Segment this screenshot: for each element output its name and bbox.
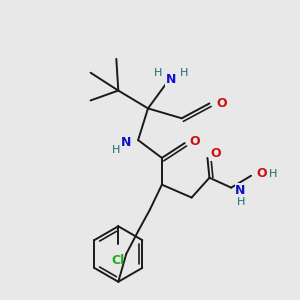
Text: O: O [256,167,267,180]
Text: H: H [237,196,246,206]
Text: N: N [235,184,246,197]
Text: O: O [190,135,200,148]
Text: H: H [269,169,277,179]
Text: Cl: Cl [112,254,125,267]
Text: O: O [210,148,221,160]
Text: N: N [166,73,176,86]
Text: H: H [154,68,162,78]
Text: H: H [179,68,188,78]
Text: H: H [112,145,120,155]
Text: O: O [216,97,227,110]
Text: N: N [121,136,131,148]
